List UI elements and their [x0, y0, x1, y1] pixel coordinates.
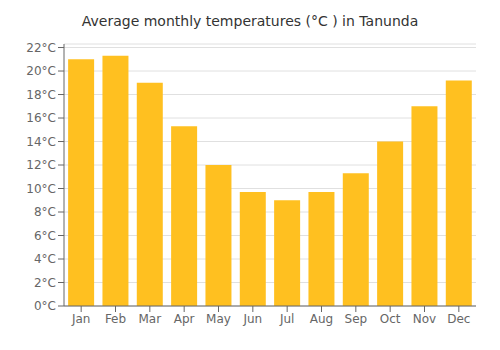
svg-text:Nov: Nov: [413, 312, 436, 326]
svg-text:2°C: 2°C: [34, 276, 56, 290]
svg-text:16°C: 16°C: [26, 111, 56, 125]
svg-text:18°C: 18°C: [26, 88, 56, 102]
svg-text:14°C: 14°C: [26, 135, 56, 149]
svg-text:Sep: Sep: [345, 312, 368, 326]
svg-text:Apr: Apr: [174, 312, 195, 326]
svg-text:Dec: Dec: [447, 312, 470, 326]
svg-text:Feb: Feb: [105, 312, 126, 326]
html-text:Average monthly temperatures (: Average monthly temperatures (°C ) in Ta…: [81, 13, 419, 29]
svg-text:Jul: Jul: [279, 312, 294, 326]
svg-text:4°C: 4°C: [34, 252, 56, 266]
svg-text:6°C: 6°C: [34, 229, 56, 243]
svg-text:Jan: Jan: [71, 312, 91, 326]
svg-text:Oct: Oct: [380, 312, 401, 326]
svg-text:20°C: 20°C: [26, 64, 56, 78]
svg-text:Jun: Jun: [242, 312, 262, 326]
svg-text:Mar: Mar: [139, 312, 162, 326]
svg-text:12°C: 12°C: [26, 158, 56, 172]
svg-text:8°C: 8°C: [34, 205, 56, 219]
svg-text:Aug: Aug: [310, 312, 333, 326]
svg-text:10°C: 10°C: [26, 182, 56, 196]
svg-text:22°C: 22°C: [26, 41, 56, 55]
svg-text:0°C: 0°C: [34, 299, 56, 313]
svg-text:May: May: [206, 312, 231, 326]
